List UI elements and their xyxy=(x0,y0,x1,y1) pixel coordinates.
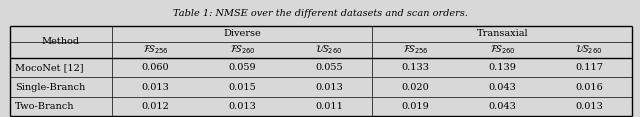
Text: 0.043: 0.043 xyxy=(488,102,516,111)
Text: 0.012: 0.012 xyxy=(141,102,170,111)
Text: 0.013: 0.013 xyxy=(141,82,170,91)
Text: 0.016: 0.016 xyxy=(575,82,603,91)
Text: Two-Branch: Two-Branch xyxy=(15,102,74,111)
Text: Single-Branch: Single-Branch xyxy=(15,82,85,91)
Text: $\mathcal{U}\!\mathcal{S}_{260}$: $\mathcal{U}\!\mathcal{S}_{260}$ xyxy=(575,44,603,57)
Text: $\mathcal{F}\!\mathcal{S}_{256}$: $\mathcal{F}\!\mathcal{S}_{256}$ xyxy=(403,44,429,57)
Text: $\mathcal{F}\!\mathcal{S}_{256}$: $\mathcal{F}\!\mathcal{S}_{256}$ xyxy=(143,44,168,57)
Text: 0.020: 0.020 xyxy=(402,82,429,91)
Text: 0.015: 0.015 xyxy=(228,82,256,91)
Text: 0.139: 0.139 xyxy=(488,63,516,72)
Text: 0.055: 0.055 xyxy=(315,63,343,72)
Text: MocoNet [12]: MocoNet [12] xyxy=(15,63,83,72)
Text: 0.019: 0.019 xyxy=(402,102,429,111)
Text: Diverse: Diverse xyxy=(223,29,261,38)
Text: 0.043: 0.043 xyxy=(488,82,516,91)
Text: $\mathcal{F}\!\mathcal{S}_{260}$: $\mathcal{F}\!\mathcal{S}_{260}$ xyxy=(490,44,515,57)
Text: 0.059: 0.059 xyxy=(228,63,256,72)
Text: 0.133: 0.133 xyxy=(402,63,429,72)
Text: 0.060: 0.060 xyxy=(142,63,170,72)
Text: Transaxial: Transaxial xyxy=(477,29,528,38)
Text: $\mathcal{F}\!\mathcal{S}_{260}$: $\mathcal{F}\!\mathcal{S}_{260}$ xyxy=(230,44,255,57)
Text: 0.013: 0.013 xyxy=(575,102,603,111)
Text: 0.011: 0.011 xyxy=(315,102,343,111)
Text: 0.013: 0.013 xyxy=(315,82,343,91)
Text: 0.117: 0.117 xyxy=(575,63,603,72)
Text: Method: Method xyxy=(42,37,80,46)
Text: 0.013: 0.013 xyxy=(228,102,256,111)
Text: Table 1: NMSE over the different datasets and scan orders.: Table 1: NMSE over the different dataset… xyxy=(173,9,467,18)
Text: $\mathcal{U}\!\mathcal{S}_{260}$: $\mathcal{U}\!\mathcal{S}_{260}$ xyxy=(316,44,342,57)
